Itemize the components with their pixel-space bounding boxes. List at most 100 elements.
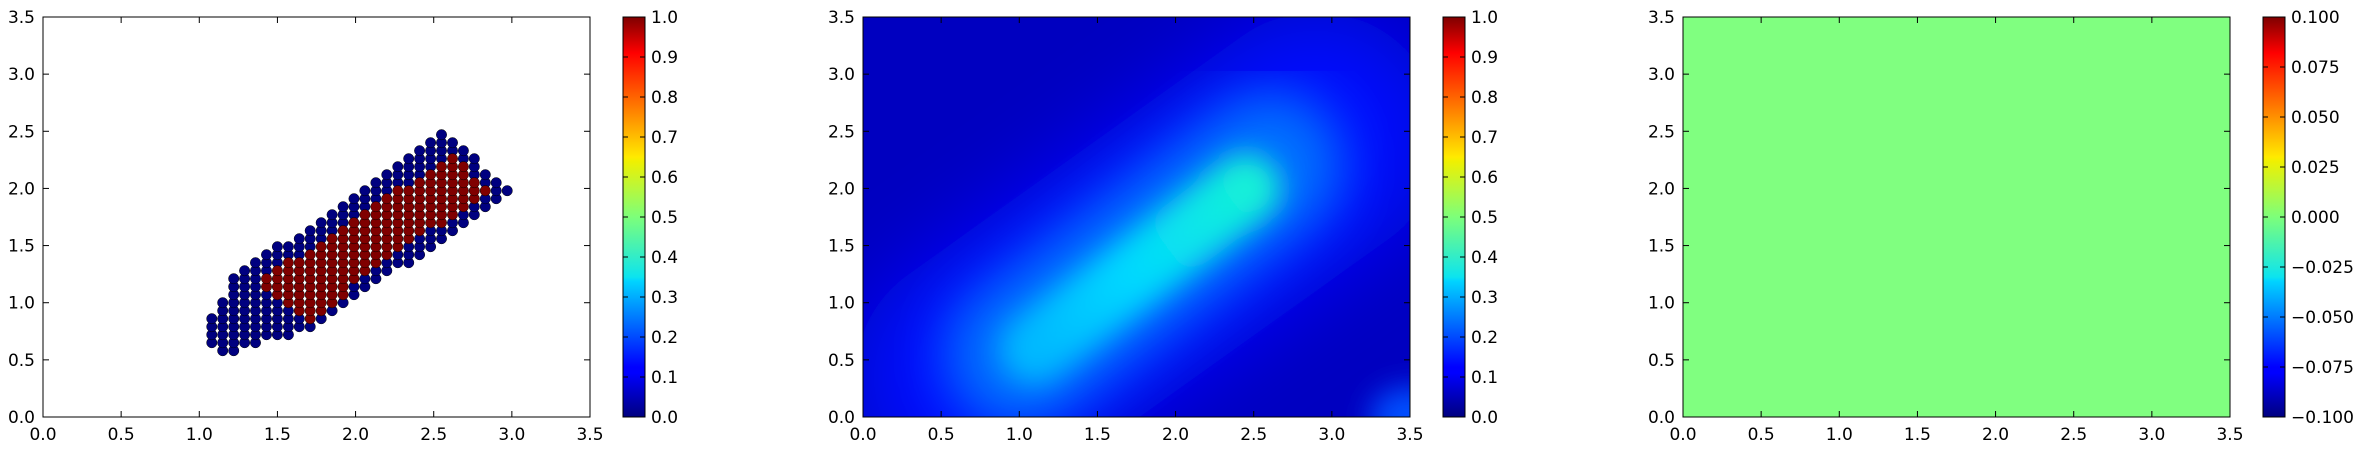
y-tick-label: 1.5	[1648, 237, 1675, 257]
colorbar-tick-label: 0.1	[1471, 368, 1498, 388]
scatter-point	[370, 201, 382, 213]
colorbar-tick-label: 0.5	[651, 208, 678, 228]
colorbar-tick-label: 0.5	[1471, 208, 1498, 228]
colorbar-tick-label: 0.3	[1471, 288, 1498, 308]
x-tick-label: 3.0	[2138, 425, 2165, 445]
colorbar-tick-label: 0.025	[2291, 158, 2340, 178]
scatter-point	[392, 185, 404, 197]
y-tick-label: 3.5	[8, 8, 35, 28]
x-tick-label: 1.0	[1006, 425, 1033, 445]
colorbar: 0.0 0.1 0.2 0.3 0.4 0.5 0.6 0.7 0.8 0.9 1.0	[1442, 8, 1498, 428]
colorbar: −0.100 −0.075 −0.050 −0.025 0.000 0.025 0.050 0…	[2262, 8, 2354, 428]
scatter-point	[282, 257, 294, 269]
x-tick-label: 1.5	[264, 425, 291, 445]
colorbar-tick-label: 0.075	[2291, 58, 2340, 78]
x-tick-label: 2.5	[1240, 425, 1267, 445]
scatter-point	[392, 161, 404, 173]
chart-panel-1: 0.0 0.5 1.0 1.5 2.0 2.5 3.0 3.5 0.0 0.5 1.0 1.5 2.0 2…	[8, 8, 678, 445]
constant-field	[1683, 17, 2230, 417]
colorbar-tick-label: 0.1	[651, 368, 678, 388]
scatter-point	[436, 129, 447, 141]
colorbar-tick-label: −0.050	[2291, 308, 2354, 328]
scatter-point	[425, 169, 437, 181]
scatter-point	[271, 241, 283, 253]
colorbar-tick-label: 0.6	[651, 168, 678, 188]
colorbar-tick-label: 0.0	[1471, 408, 1498, 428]
x-tick-label: 1.0	[1826, 425, 1853, 445]
colorbar-tick-label: 1.0	[651, 8, 678, 28]
scatter-point	[282, 241, 294, 253]
scatter-point	[239, 265, 251, 277]
chart-panel-3: 0.0 0.5 1.0 1.5 2.0 2.5 3.0 3.5 0.0 0.5 1.0 1.5 2.0 2…	[1648, 8, 2354, 445]
y-tick-label: 3.5	[1648, 8, 1675, 28]
colorbar-tick-label: 1.0	[1471, 8, 1498, 28]
colorbar-tick-label: 0.100	[2291, 8, 2340, 28]
y-tick-label: 2.5	[8, 122, 35, 142]
colorbar-tick-label: 0.9	[651, 48, 678, 68]
x-tick-label: 3.5	[576, 425, 603, 445]
scatter-point	[348, 217, 360, 229]
scatter-point	[381, 169, 393, 181]
scatter-point	[457, 145, 469, 157]
scatter-point	[261, 273, 272, 285]
x-tick-label: 0.0	[1669, 425, 1696, 445]
x-tick-label: 2.0	[342, 425, 369, 445]
axes-frame	[42, 16, 591, 418]
colorbar-tick-label: −0.075	[2291, 358, 2354, 378]
y-tick-label: 3.0	[828, 65, 855, 85]
x-tick-label: 1.5	[1904, 425, 1931, 445]
y-tick-label: 3.5	[828, 8, 855, 28]
colorbar-tick-label: 0.8	[1471, 88, 1498, 108]
x-tick-label: 3.0	[498, 425, 525, 445]
x-tick-label: 0.0	[849, 425, 876, 445]
scatter-point	[304, 225, 316, 237]
x-tick-label: 3.5	[1396, 425, 1423, 445]
scatter-point	[293, 257, 305, 269]
x-tick-label: 3.5	[2216, 425, 2243, 445]
colorbar-tick-label: 0.6	[1471, 168, 1498, 188]
colorbar-tick-label: 0.0	[651, 408, 678, 428]
plot-area	[1683, 17, 2230, 417]
plot-area	[863, 17, 1410, 417]
scatter-point	[217, 297, 229, 309]
colorbar-tick-label: −0.100	[2291, 408, 2354, 428]
scatter-point	[490, 177, 502, 189]
x-tick-label: 2.0	[1162, 425, 1189, 445]
scatter-point	[359, 185, 371, 197]
chart-panel-2: 0.0 0.5 1.0 1.5 2.0 2.5 3.0 3.5 0.0 0.5 1.0 1.5 2.0 2…	[828, 8, 1498, 445]
scatter-point	[447, 137, 458, 149]
scatter-point	[337, 225, 349, 237]
x-tick-label: 2.5	[2060, 425, 2087, 445]
x-tick-label: 1.5	[1084, 425, 1111, 445]
heatmap-corner	[1370, 387, 1410, 417]
scatter-point	[326, 209, 338, 221]
y-tick-label: 2.0	[8, 179, 35, 199]
y-tick-label: 2.0	[1648, 179, 1675, 199]
x-tick-label: 0.5	[1748, 425, 1775, 445]
colorbar: 0.0 0.1 0.2 0.3 0.4 0.5 0.6 0.7 0.8 0.9 1.0	[622, 8, 678, 428]
scatter-point	[315, 217, 327, 229]
scatter-point	[414, 145, 426, 157]
scatter-point	[479, 185, 491, 197]
y-tick-label: 0.0	[8, 408, 35, 428]
scatter-point	[501, 185, 513, 197]
y-tick-label: 1.5	[8, 237, 35, 257]
colorbar-tick-label: −0.025	[2291, 258, 2354, 278]
colorbar-tick-label: 0.000	[2291, 208, 2340, 228]
x-tick-label: 0.0	[29, 425, 56, 445]
scatter-point	[447, 153, 458, 165]
y-tick-label: 1.0	[828, 294, 855, 314]
colorbar-tick-label: 0.7	[1471, 128, 1498, 148]
scatter-point	[228, 273, 240, 285]
colorbar-tick-label: 0.7	[651, 128, 678, 148]
colorbar-tick-label: 0.9	[1471, 48, 1498, 68]
scatter-point	[370, 177, 382, 189]
y-tick-label: 2.5	[828, 122, 855, 142]
x-tick-label: 1.0	[186, 425, 213, 445]
y-tick-label: 0.5	[828, 351, 855, 371]
scatter-point	[457, 161, 469, 173]
axes-frame	[1682, 16, 2231, 418]
scatter-point	[304, 249, 316, 261]
colorbar-tick-label: 0.2	[1471, 328, 1498, 348]
